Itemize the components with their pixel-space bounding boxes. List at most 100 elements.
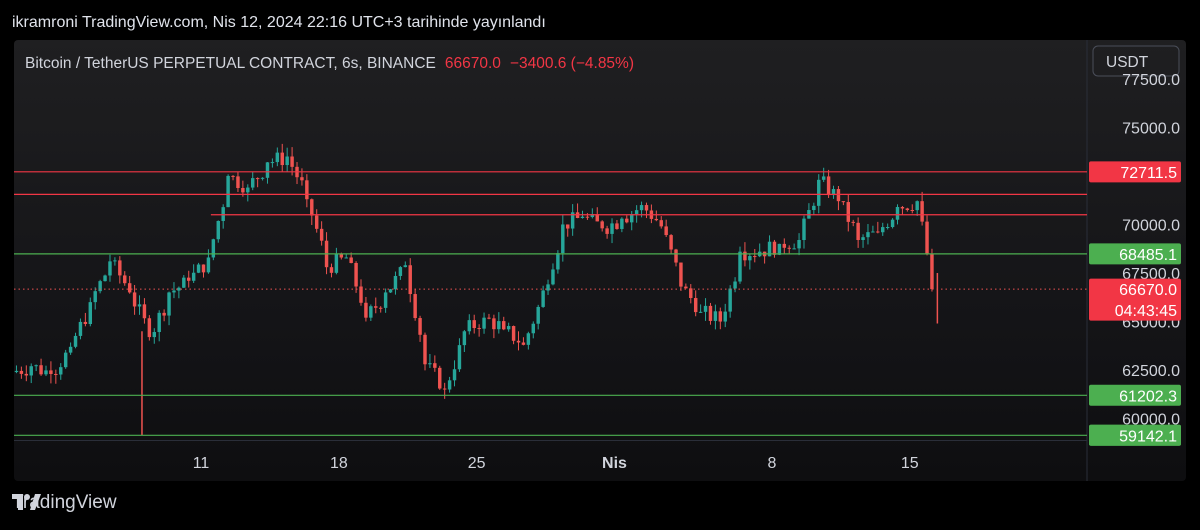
candle-body <box>792 248 796 250</box>
legend-change: −3400.6 (−4.85%) <box>510 55 634 72</box>
candle-body <box>39 365 43 375</box>
candle-body <box>910 210 914 212</box>
candle-body <box>359 286 363 303</box>
candle-body <box>866 232 870 238</box>
candle-body <box>885 227 890 229</box>
price-level-label: 72711.5 <box>1120 165 1177 182</box>
candle-body <box>167 292 171 316</box>
tradingview-logo-icon <box>12 494 41 510</box>
candle-body <box>570 212 575 229</box>
candle-body <box>285 156 289 166</box>
x-tick-label: 25 <box>468 455 486 472</box>
candle-body <box>772 241 777 255</box>
candle-body <box>383 292 388 308</box>
candle-body <box>44 370 48 375</box>
candle-body <box>452 369 457 381</box>
last-price-label-bg <box>1089 278 1181 321</box>
candle-body <box>585 216 590 218</box>
candle-body <box>305 180 309 200</box>
x-tick-label: 8 <box>768 455 777 472</box>
candle-body <box>881 227 885 233</box>
candle-body <box>19 370 24 374</box>
candle-body <box>930 253 934 290</box>
chart-area[interactable]: Bitcoin / TetherUS PERPETUAL CONTRACT, 6… <box>14 40 1186 481</box>
price-level-label-bg <box>1089 243 1181 265</box>
candle-body <box>654 218 659 221</box>
candle-body <box>497 321 501 330</box>
candle-body <box>378 307 383 309</box>
price-level-label-bg <box>1089 384 1181 406</box>
candle-body <box>438 367 442 389</box>
candle-body <box>876 231 880 233</box>
currency-button[interactable] <box>1092 45 1180 77</box>
candle-body <box>388 289 393 293</box>
publish-header: ikramroni TradingView.com, Nis 12, 2024 … <box>12 14 546 32</box>
candle-body <box>374 306 378 308</box>
candle-body <box>693 298 698 313</box>
candlestick-chart[interactable]: Bitcoin / TetherUS PERPETUAL CONTRACT, 6… <box>14 40 1186 481</box>
price-level-label: 61202.3 <box>1119 388 1177 405</box>
candle-body <box>723 311 727 322</box>
candle-body <box>152 332 157 338</box>
candle-body <box>216 220 220 240</box>
candle-body <box>349 257 353 263</box>
candle-body <box>280 152 284 166</box>
legend-price: 66670.0 <box>445 55 501 72</box>
candle-body <box>541 290 545 307</box>
candle-body <box>236 176 240 188</box>
candle-body <box>442 388 447 390</box>
candle-body <box>629 214 634 223</box>
candle-body <box>615 223 619 229</box>
candle-body <box>255 178 260 180</box>
candle-body <box>408 265 412 295</box>
price-level-label-bg <box>1089 424 1181 446</box>
candle-body <box>610 223 614 234</box>
candle-body <box>187 277 191 281</box>
candle-body <box>241 187 245 193</box>
candle-body <box>354 262 358 287</box>
candle-body <box>250 178 255 188</box>
candle-body <box>329 267 334 273</box>
candle-body <box>462 331 467 346</box>
candle-body <box>157 312 161 333</box>
candle-body <box>600 221 604 229</box>
candle-body <box>590 214 595 218</box>
candle-body <box>418 318 422 335</box>
candle-body <box>182 277 186 288</box>
candle-body <box>127 283 132 293</box>
candle-body <box>728 288 732 312</box>
candle-body <box>413 294 417 319</box>
candle-body <box>231 175 235 177</box>
x-tick-label: Nis <box>602 455 627 472</box>
candle-body <box>748 256 752 261</box>
candle-body <box>738 251 742 282</box>
candle-body <box>526 333 531 345</box>
candle-body <box>817 179 821 206</box>
candle-body <box>521 342 526 345</box>
candle-body <box>393 275 398 290</box>
candle-body <box>211 239 216 258</box>
candle-body <box>260 177 265 179</box>
candle-body <box>49 370 53 374</box>
candle-body <box>457 345 462 370</box>
candle-body <box>925 221 929 254</box>
candle-body <box>177 287 181 291</box>
candle-body <box>14 370 19 373</box>
candle-body <box>339 254 344 258</box>
bar-countdown-label: 04:43:45 <box>1115 303 1177 320</box>
candle-body <box>787 247 791 249</box>
candle-body <box>767 241 772 257</box>
candle-body <box>142 304 147 319</box>
candle-body <box>580 216 585 218</box>
candle-body <box>546 284 550 291</box>
candle-body <box>428 363 432 365</box>
y-tick-label: 60000.0 <box>1122 412 1180 429</box>
candle-body <box>290 156 294 167</box>
candle-body <box>83 321 88 324</box>
candle-body <box>206 257 211 273</box>
candle-body <box>68 346 73 353</box>
candle-body <box>108 261 112 276</box>
y-tick-label: 77500.0 <box>1122 72 1180 89</box>
candle-body <box>63 352 68 368</box>
x-tick-label: 11 <box>193 455 210 472</box>
